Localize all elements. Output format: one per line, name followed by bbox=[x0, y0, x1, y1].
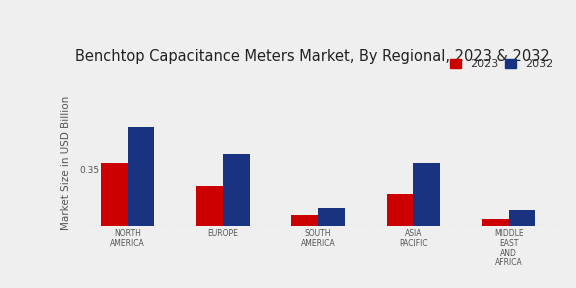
Bar bbox=[128, 127, 154, 226]
Bar bbox=[414, 163, 440, 226]
Bar bbox=[101, 163, 128, 226]
Bar bbox=[196, 187, 223, 226]
Bar bbox=[386, 194, 414, 226]
Legend: 2023, 2032: 2023, 2032 bbox=[448, 57, 555, 71]
Bar bbox=[318, 208, 345, 226]
Bar bbox=[223, 154, 249, 226]
Text: Benchtop Capacitance Meters Market, By Regional, 2023 & 2032: Benchtop Capacitance Meters Market, By R… bbox=[75, 49, 550, 64]
Text: 0.35: 0.35 bbox=[79, 166, 99, 175]
Bar bbox=[482, 219, 509, 226]
Bar bbox=[291, 215, 318, 226]
Y-axis label: Market Size in USD Billion: Market Size in USD Billion bbox=[61, 96, 71, 230]
Bar bbox=[509, 210, 535, 226]
